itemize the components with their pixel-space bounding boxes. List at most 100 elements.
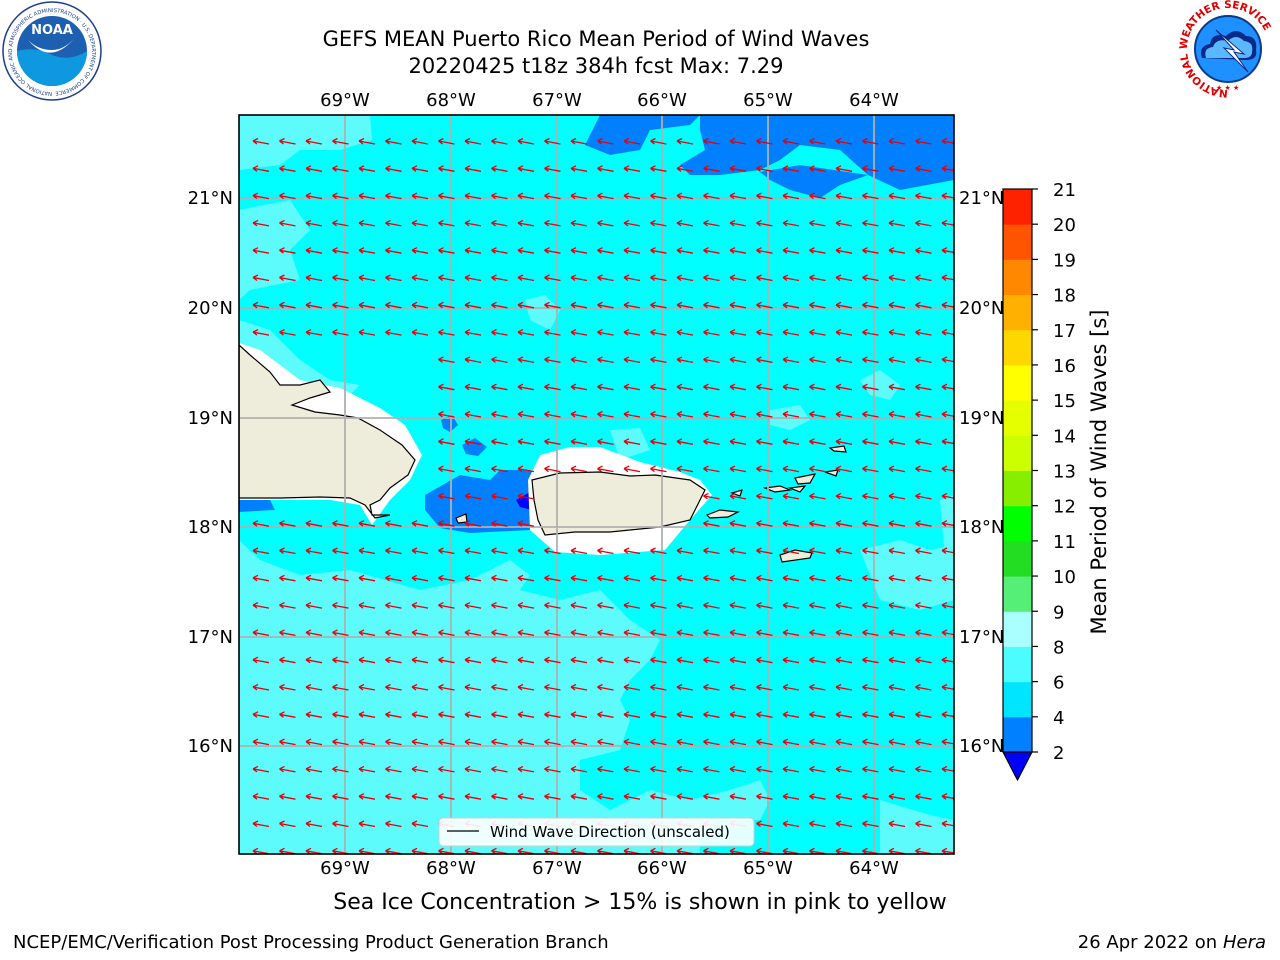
wind-wave-arrow — [782, 247, 800, 254]
lat-labels-left: 21°N 20°N 19°N 18°N 17°N 16°N — [188, 188, 233, 757]
wind-wave-arrow — [385, 192, 402, 200]
wind-wave-arrow — [941, 765, 954, 773]
wind-wave-arrow — [570, 410, 588, 418]
wind-wave-arrow — [570, 656, 588, 664]
wind-wave-arrow — [862, 765, 879, 773]
wind-wave-arrow — [411, 247, 429, 254]
wind-wave-arrow — [358, 820, 376, 828]
svg-text:66°W: 66°W — [637, 90, 687, 111]
wind-wave-arrow — [862, 137, 879, 145]
wind-wave-arrow — [438, 793, 455, 800]
wind-wave-arrow — [676, 683, 694, 691]
wind-wave-arrow — [517, 465, 535, 473]
wind-wave-arrow — [570, 465, 588, 473]
svg-text:16°N: 16°N — [959, 736, 1004, 757]
wind-wave-arrow — [676, 738, 694, 746]
footer-date: 26 Apr 2022 on Hera — [1078, 932, 1266, 953]
wind-wave-arrow — [517, 765, 535, 773]
wind-wave-arrow — [941, 165, 954, 172]
wind-wave-arrow — [888, 192, 906, 200]
wind-wave-arrow — [438, 574, 455, 582]
wind-wave-arrow — [464, 383, 482, 391]
wind-wave-arrow — [676, 465, 694, 473]
wind-wave-arrow — [756, 301, 773, 309]
wind-wave-arrow — [570, 683, 588, 691]
sea-ice-note: Sea Ice Concentration > 15% is shown in … — [333, 890, 947, 915]
wind-wave-arrow — [888, 602, 906, 609]
wind-wave-arrow — [729, 165, 747, 172]
wind-wave-arrow — [782, 383, 800, 391]
wind-wave-arrow — [597, 274, 614, 282]
wind-wave-arrow — [782, 137, 800, 145]
wind-wave-arrow — [252, 820, 270, 828]
wind-wave-arrow — [252, 711, 270, 718]
wind-wave-arrow — [570, 383, 588, 391]
wind-wave-arrow — [438, 410, 455, 418]
wind-wave-arrow — [332, 219, 349, 227]
wind-wave-arrow — [570, 247, 588, 254]
wind-wave-arrow — [517, 492, 535, 500]
wind-wave-arrow — [358, 683, 376, 691]
wind-wave-arrow — [464, 438, 482, 445]
wind-wave-arrow — [835, 629, 853, 637]
wind-wave-arrow — [623, 765, 641, 773]
wind-wave-arrow — [888, 356, 906, 364]
wind-wave-arrow — [332, 629, 349, 637]
wind-wave-arrow — [676, 137, 694, 145]
wind-wave-arrow — [305, 683, 323, 691]
wind-wave-arrow — [491, 629, 508, 637]
wind-wave-arrow — [862, 192, 879, 200]
wind-wave-arrow — [703, 165, 720, 172]
wind-wave-arrow — [650, 656, 667, 664]
wind-wave-arrow — [729, 793, 747, 800]
wind-wave-arrow — [888, 438, 906, 445]
wind-wave-arrow — [650, 383, 667, 391]
svg-text:69°W: 69°W — [320, 90, 370, 111]
wind-wave-arrow — [279, 765, 296, 773]
wind-wave-arrow — [941, 247, 954, 254]
wind-wave-arrow — [252, 137, 270, 145]
wind-wave-arrow — [544, 602, 561, 609]
wind-wave-arrow — [570, 165, 588, 172]
wind-wave-arrow — [650, 574, 667, 582]
wind-wave-arrow — [676, 356, 694, 364]
svg-text:67°W: 67°W — [532, 858, 582, 879]
colorbar-segment — [1003, 224, 1032, 260]
wind-wave-arrow — [809, 602, 826, 609]
wind-wave-arrow — [491, 656, 508, 664]
wind-wave-arrow — [623, 574, 641, 582]
wind-wave-arrow — [570, 711, 588, 718]
wind-wave-arrow — [888, 329, 906, 336]
wind-wave-arrow — [517, 219, 535, 227]
wind-wave-arrow — [464, 738, 482, 746]
wind-wave-arrow — [385, 629, 402, 637]
chart-title: GEFS MEAN Puerto Rico Mean Period of Win… — [322, 27, 870, 51]
wind-wave-arrow — [703, 192, 720, 200]
wind-wave-arrow — [438, 656, 455, 664]
wind-wave-arrow — [703, 301, 720, 309]
wind-wave-arrow — [623, 629, 641, 637]
wind-wave-arrow — [729, 438, 747, 445]
wind-wave-arrow — [332, 793, 349, 800]
wind-wave-arrow — [464, 711, 482, 718]
colorbar-tick-label: 15 — [1053, 391, 1076, 412]
wind-wave-arrow — [411, 574, 429, 582]
wind-wave-arrow — [438, 711, 455, 718]
wind-wave-arrow — [464, 274, 482, 282]
wind-wave-arrow — [915, 629, 932, 637]
wind-wave-arrow — [941, 410, 954, 418]
wind-wave-arrow — [570, 137, 588, 145]
wind-wave-arrow — [729, 656, 747, 664]
wind-wave-arrow — [570, 602, 588, 609]
wind-wave-arrow — [570, 274, 588, 282]
wind-wave-arrow — [464, 165, 482, 172]
wind-wave-arrow — [782, 492, 800, 500]
noaa-logo-text: NOAA — [31, 23, 73, 38]
wind-wave-arrow — [676, 711, 694, 718]
wind-wave-arrow — [915, 356, 932, 364]
svg-text:67°W: 67°W — [532, 90, 582, 111]
wind-wave-arrow — [279, 683, 296, 691]
wind-wave-arrow — [676, 602, 694, 609]
wind-wave-arrow — [756, 329, 773, 336]
wind-wave-arrow — [835, 820, 853, 828]
